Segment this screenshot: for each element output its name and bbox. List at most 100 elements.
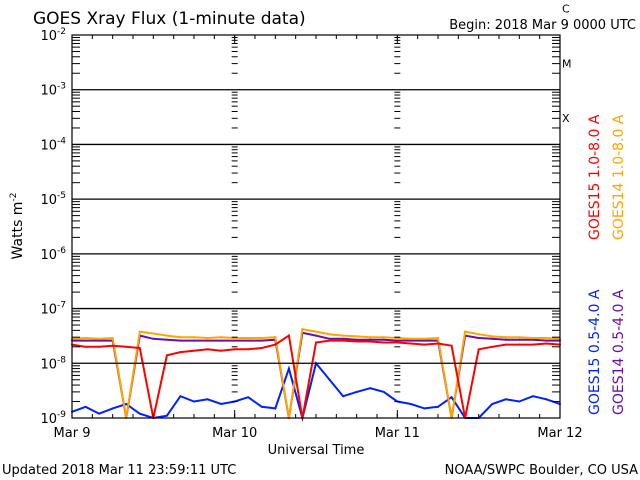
data-point	[382, 390, 385, 393]
data-point	[315, 334, 317, 337]
data-point	[477, 333, 480, 336]
data-point	[342, 334, 345, 337]
data-point	[328, 339, 331, 342]
data-point	[220, 349, 223, 352]
data-point	[382, 341, 385, 344]
y-axis-label-text: Watts m	[10, 202, 26, 260]
data-point	[518, 336, 521, 339]
legend-entry: GOES15 0.5-4.0 A	[587, 289, 603, 415]
data-point	[396, 339, 399, 342]
y-tick-base: 10	[40, 29, 57, 44]
data-point	[409, 342, 412, 345]
data-point	[450, 396, 453, 399]
flare-class-label: M	[562, 57, 572, 70]
x-tick-label: Mar 9	[54, 426, 91, 441]
y-tick-label: 10-6	[40, 246, 66, 263]
y-tick-exp: -8	[57, 355, 66, 365]
data-point	[477, 336, 480, 339]
data-point	[247, 339, 250, 342]
data-point	[233, 339, 236, 342]
data-point	[491, 345, 494, 348]
data-point	[328, 378, 331, 381]
legend-entry: GOES15 1.0-8.0 A	[587, 114, 603, 240]
svg-text:Watts m-2: Watts m-2	[9, 193, 26, 260]
data-point	[342, 395, 345, 398]
data-point	[423, 337, 426, 340]
begin-label: Begin: 2018 Mar 9 0000 UTC	[449, 18, 636, 33]
data-point	[315, 341, 317, 344]
data-point	[179, 395, 182, 398]
y-tick-base: 10	[40, 193, 57, 208]
data-point	[138, 412, 141, 415]
plot-frame	[71, 34, 561, 419]
data-point	[206, 336, 209, 339]
data-point	[504, 398, 507, 401]
data-point	[247, 396, 250, 399]
data-point	[179, 336, 182, 339]
data-point	[518, 338, 521, 341]
data-point	[247, 336, 250, 339]
data-point	[328, 333, 331, 336]
data-point	[504, 338, 507, 341]
data-point	[355, 338, 358, 341]
data-point	[518, 343, 521, 346]
data-point	[287, 334, 290, 337]
y-tick-exp: -3	[57, 82, 66, 92]
data-point	[193, 336, 195, 339]
data-point	[220, 403, 223, 406]
data-point	[369, 387, 372, 390]
y-axis-label-sup: -2	[9, 193, 19, 202]
y-tick-exp: -2	[57, 27, 66, 37]
data-point	[260, 405, 263, 408]
data-point	[545, 398, 548, 401]
data-point	[206, 339, 209, 342]
data-point	[355, 335, 358, 338]
data-point	[206, 348, 209, 351]
y-tick-label: 10-5	[40, 191, 66, 208]
y-tick-base: 10	[40, 357, 57, 372]
data-point	[111, 344, 114, 347]
flare-class-label: C	[562, 3, 570, 16]
data-point	[274, 343, 277, 346]
data-point	[98, 345, 101, 348]
legend-entry: GOES14 0.5-4.0 A	[611, 289, 627, 415]
data-point	[342, 337, 345, 340]
data-point	[152, 337, 155, 340]
data-point	[504, 336, 507, 339]
data-point	[260, 336, 263, 339]
y-tick-exp: -7	[57, 301, 66, 311]
flare-class-label: X	[562, 112, 570, 125]
data-point	[274, 407, 277, 410]
y-tick-base: 10	[40, 412, 57, 427]
legend-entry: GOES14 1.0-8.0 A	[611, 114, 627, 240]
series-line-3	[71, 333, 561, 419]
data-point	[328, 337, 331, 340]
y-axis-label: Watts m-2	[9, 193, 26, 260]
data-point	[545, 342, 548, 345]
data-point	[111, 407, 114, 410]
data-point	[409, 403, 412, 406]
data-point	[84, 405, 87, 408]
data-point	[98, 339, 101, 342]
data-point	[138, 330, 141, 333]
data-point	[491, 335, 494, 338]
data-point	[423, 343, 426, 346]
data-point	[423, 407, 426, 410]
data-point	[138, 347, 141, 350]
data-point	[491, 337, 494, 340]
chart-title: GOES Xray Flux (1-minute data)	[33, 9, 306, 29]
data-point	[450, 344, 453, 347]
data-point	[206, 398, 209, 401]
data-point	[382, 338, 385, 341]
data-point	[477, 348, 480, 351]
data-point	[165, 354, 168, 357]
data-point	[152, 332, 155, 335]
data-point	[464, 330, 467, 333]
data-point	[84, 336, 87, 339]
data-point	[369, 340, 372, 343]
data-point	[369, 336, 372, 339]
data-point	[423, 339, 426, 342]
y-tick-label: 10-2	[40, 27, 66, 44]
x-axis-label: Universal Time	[268, 443, 365, 458]
